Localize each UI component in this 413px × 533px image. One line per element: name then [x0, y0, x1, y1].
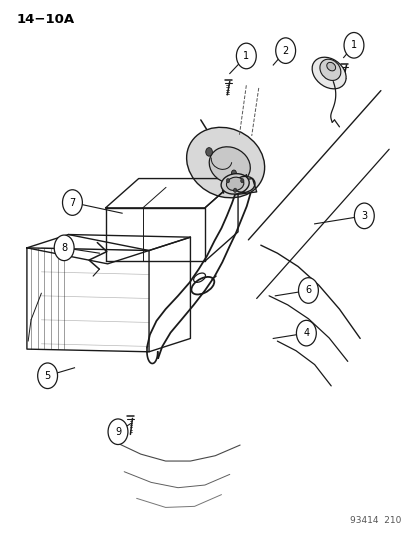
Ellipse shape	[221, 174, 249, 194]
Text: 1: 1	[350, 41, 356, 50]
Circle shape	[205, 148, 212, 156]
Ellipse shape	[319, 59, 340, 80]
Circle shape	[240, 179, 243, 183]
Ellipse shape	[226, 177, 243, 191]
Text: 93414  210: 93414 210	[349, 516, 401, 525]
Text: 1: 1	[243, 51, 249, 61]
Ellipse shape	[186, 127, 264, 198]
Circle shape	[275, 38, 295, 63]
Text: 5: 5	[44, 371, 51, 381]
Ellipse shape	[311, 57, 345, 89]
Circle shape	[54, 235, 74, 261]
Text: 6: 6	[305, 286, 311, 295]
Circle shape	[38, 363, 57, 389]
Text: 8: 8	[61, 243, 67, 253]
Text: 7: 7	[69, 198, 76, 207]
Text: 2: 2	[282, 46, 288, 55]
Circle shape	[298, 278, 318, 303]
Text: 4: 4	[303, 328, 309, 338]
Circle shape	[354, 203, 373, 229]
Circle shape	[343, 33, 363, 58]
Circle shape	[231, 170, 236, 176]
Circle shape	[226, 179, 229, 183]
Circle shape	[236, 43, 256, 69]
Circle shape	[233, 188, 236, 192]
Ellipse shape	[209, 147, 250, 184]
Text: 14−10A: 14−10A	[17, 13, 74, 26]
Text: 3: 3	[361, 211, 366, 221]
Circle shape	[108, 419, 128, 445]
Circle shape	[296, 320, 316, 346]
Text: 9: 9	[115, 427, 121, 437]
Circle shape	[62, 190, 82, 215]
Ellipse shape	[326, 62, 335, 71]
